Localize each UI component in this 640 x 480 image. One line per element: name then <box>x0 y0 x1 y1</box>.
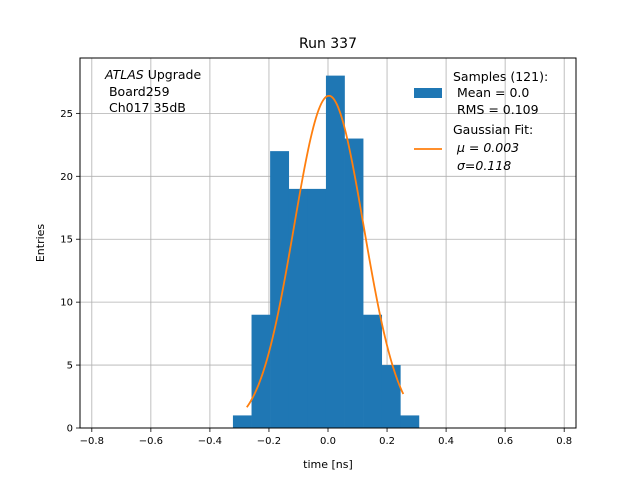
histogram-bar-0 <box>232 415 252 428</box>
x-tick-label-7: 0.6 <box>497 436 513 447</box>
annotation-box: ATLAS Upgrade Board259 Ch017 35dB <box>104 67 201 115</box>
annotation-atlas: ATLAS <box>104 67 144 82</box>
legend: Samples (121): Mean = 0.0 RMS = 0.109 Ga… <box>414 69 548 173</box>
histogram-bar-1 <box>251 314 271 428</box>
y-tick-label-1: 5 <box>67 361 73 372</box>
chart-title: Run 337 <box>299 36 357 52</box>
histogram-bar-4 <box>307 188 327 428</box>
y-tick-label-4: 20 <box>60 172 73 183</box>
gaussian-fit <box>246 94 405 408</box>
annotation-line-2: Board259 <box>105 84 170 99</box>
histogram-bar-9 <box>400 415 420 428</box>
legend-samples-line-2: Mean = 0.0 <box>453 85 529 100</box>
legend-samples-swatch <box>414 88 442 98</box>
x-tick-label-4: 0.0 <box>320 436 336 447</box>
annotation-line-3: Ch017 35dB <box>105 100 186 115</box>
x-tick-label-1: −0.6 <box>139 436 163 447</box>
x-tick-label-5: 0.2 <box>379 436 395 447</box>
annotation-upgrade: Upgrade <box>144 67 202 82</box>
y-tick-label-0: 0 <box>67 424 73 435</box>
x-tick-label-2: −0.4 <box>198 436 222 447</box>
x-tick-label-8: 0.8 <box>556 436 572 447</box>
legend-fit-mu: μ = 0.003 <box>453 140 519 155</box>
histogram-bar-5 <box>325 75 345 428</box>
x-tick-label-3: −0.2 <box>257 436 281 447</box>
histogram-bar-2 <box>270 151 290 428</box>
x-axis-label: time [ns] <box>303 458 353 471</box>
y-tick-label-3: 15 <box>60 235 73 246</box>
legend-fit-sigma: σ=0.118 <box>453 158 511 173</box>
x-tick-label-0: −0.8 <box>80 436 104 447</box>
annotation-line-1: ATLAS Upgrade <box>104 67 201 82</box>
x-axis-ticks: −0.8 −0.6 −0.4 −0.2 0.0 0.2 0.4 0.6 0.8 <box>80 428 572 447</box>
histogram-bar-6 <box>344 138 364 428</box>
y-axis-ticks: 0 5 10 15 20 25 <box>60 109 80 435</box>
histogram-bar-8 <box>381 365 401 428</box>
legend-fit-line-1: Gaussian Fit: <box>453 122 533 137</box>
gaussian-fit-curve <box>246 94 405 408</box>
histogram-bar-3 <box>288 188 308 428</box>
y-tick-label-5: 25 <box>60 109 73 120</box>
y-axis-label: Entries <box>34 224 47 263</box>
histogram-bars <box>232 75 420 428</box>
x-tick-label-6: 0.4 <box>438 436 454 447</box>
y-tick-label-2: 10 <box>60 298 73 309</box>
legend-samples-line-3: RMS = 0.109 <box>453 102 539 117</box>
histogram-bar-7 <box>363 314 383 428</box>
legend-samples-line-1: Samples (121): <box>453 69 548 84</box>
